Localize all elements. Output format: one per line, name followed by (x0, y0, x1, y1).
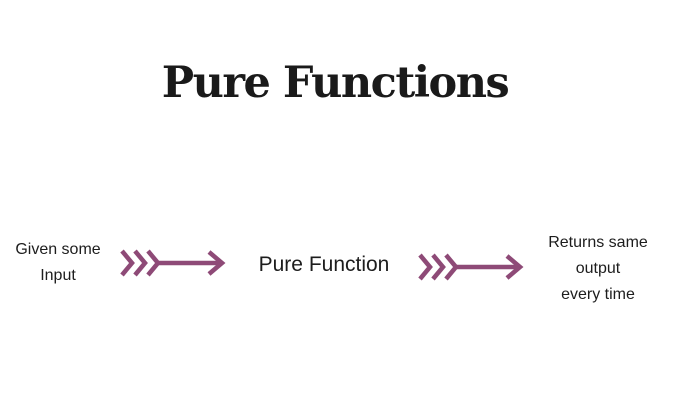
chevron-3 (444, 253, 459, 281)
output-label: Returns same output every time (532, 230, 664, 308)
chevron-arrow-right-icon (418, 253, 524, 281)
input-label: Given some Input (2, 237, 114, 289)
output-label-line-3: every time (561, 286, 635, 303)
chevron-3 (146, 249, 161, 277)
chevron-2 (431, 253, 446, 281)
input-label-line-1: Given some (15, 241, 101, 258)
arrow-head (207, 250, 226, 276)
chevron-1 (120, 249, 135, 277)
chevron-2 (133, 249, 148, 277)
chevron-1 (418, 253, 433, 281)
chevron-arrow-right-icon (120, 249, 226, 277)
input-label-line-2: Input (40, 267, 76, 284)
page-title: Pure Functions (161, 58, 510, 108)
output-label-line-1: Returns same (548, 234, 648, 251)
pure-function-label: Pure Function (258, 253, 390, 276)
arrow-head (505, 254, 524, 280)
output-label-line-2: output (575, 260, 621, 277)
